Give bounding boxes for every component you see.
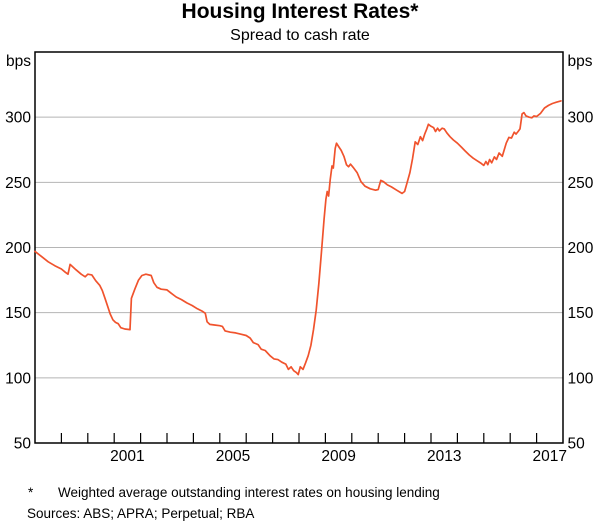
y-tick-label-right-300: 300 — [568, 110, 594, 127]
x-tick-label-2013: 2013 — [427, 448, 461, 465]
footnote: * Weighted average outstanding interest … — [28, 485, 588, 501]
y-tick-label-right-250: 250 — [568, 175, 594, 192]
chart-title: Housing Interest Rates* — [181, 0, 419, 23]
footnote-marker: * — [28, 485, 34, 500]
x-tick-label-2009: 2009 — [321, 448, 355, 465]
x-tick-label-2001: 2001 — [110, 448, 144, 465]
y-tick-label-left-300: 300 — [5, 110, 31, 127]
y-tick-label-right-100: 100 — [568, 370, 594, 387]
data-line-spread-to-cash-rate — [34, 100, 562, 376]
chart-subtitle: Spread to cash rate — [230, 27, 370, 44]
y-tick-label-left-100: 100 — [5, 370, 31, 387]
unit-label-right: bps — [568, 53, 593, 70]
footnote-text: Weighted average outstanding interest ra… — [58, 485, 440, 500]
y-tick-label-right-200: 200 — [568, 240, 594, 257]
x-tick-label-2005: 2005 — [216, 448, 250, 465]
y-tick-label-right-150: 150 — [568, 305, 594, 322]
y-tick-label-left-200: 200 — [5, 240, 31, 257]
y-tick-label-left-250: 250 — [5, 175, 31, 192]
unit-label-left: bps — [6, 53, 31, 70]
sources-line: Sources: ABS; APRA; Perpetual; RBA — [27, 506, 255, 521]
y-tick-label-left-150: 150 — [5, 305, 31, 322]
x-tick-label-2017: 2017 — [533, 448, 567, 465]
y-tick-label-left-50: 50 — [14, 436, 32, 453]
y-tick-label-right-50: 50 — [568, 436, 586, 453]
